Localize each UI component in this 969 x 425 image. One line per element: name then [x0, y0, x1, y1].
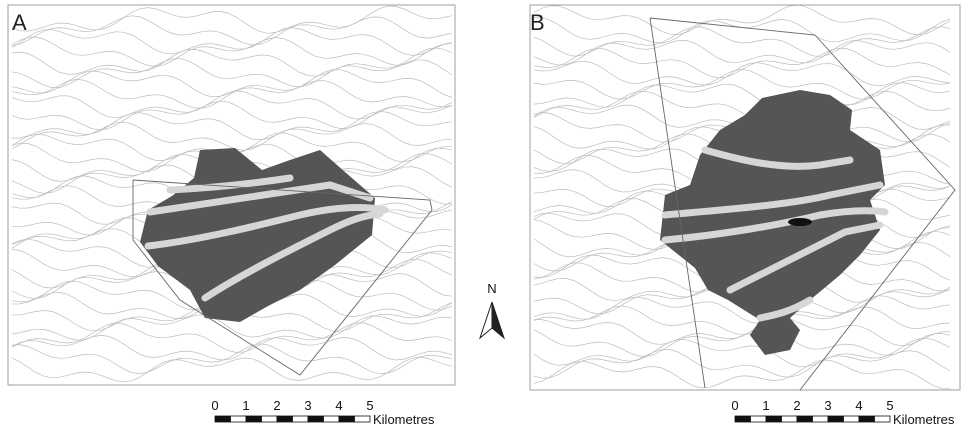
- scale-segment: [875, 416, 891, 422]
- scale-tick-label: 4: [855, 398, 862, 413]
- scale-segment: [277, 416, 293, 422]
- scale-tick-label: 2: [273, 398, 280, 413]
- scale-unit: Kilometres: [373, 412, 435, 425]
- scale-tick-label: 1: [762, 398, 769, 413]
- scale-tick-label: 3: [304, 398, 311, 413]
- scale-tick-label: 4: [335, 398, 342, 413]
- scale-segment: [844, 416, 860, 422]
- scale-segment: [339, 416, 355, 422]
- scale-segment: [262, 416, 278, 422]
- scale-segment: [751, 416, 767, 422]
- scale-segment: [797, 416, 813, 422]
- scale-segment: [308, 416, 324, 422]
- panel-label: B: [530, 10, 545, 35]
- scale-tick-label: 5: [366, 398, 373, 413]
- figure: A B N 012345Kilometres012345Kilometres: [0, 0, 969, 425]
- scale-segment: [766, 416, 782, 422]
- scale-segment: [859, 416, 875, 422]
- panel-label: A: [12, 10, 27, 35]
- scale-segment: [246, 416, 262, 422]
- scale-unit: Kilometres: [893, 412, 955, 425]
- scale-tick-label: 0: [211, 398, 218, 413]
- scale-segment: [828, 416, 844, 422]
- north-label: N: [487, 281, 496, 296]
- scale-tick-label: 3: [824, 398, 831, 413]
- scale-segment: [735, 416, 751, 422]
- scale-tick-label: 2: [793, 398, 800, 413]
- scale-segment: [782, 416, 798, 422]
- scale-segment: [813, 416, 829, 422]
- scale-tick-label: 0: [731, 398, 738, 413]
- scale-segment: [231, 416, 247, 422]
- scale-segment: [215, 416, 231, 422]
- scale-tick-label: 5: [886, 398, 893, 413]
- scale-tick-label: 1: [242, 398, 249, 413]
- scale-segment: [293, 416, 309, 422]
- scale-segment: [324, 416, 340, 422]
- scale-segment: [355, 416, 371, 422]
